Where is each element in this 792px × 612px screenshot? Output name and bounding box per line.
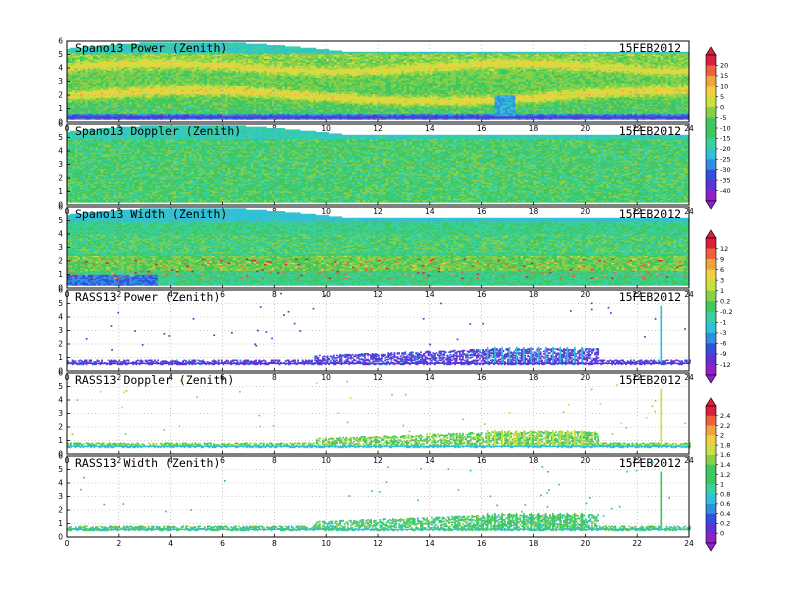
panel-1: 0246810121416182022240123456Spano13 Powe… — [58, 37, 694, 133]
heatmap-cell — [248, 44, 251, 46]
heatmap-cell — [235, 42, 238, 44]
heatmap-cell — [269, 45, 272, 47]
heatmap-cell — [259, 44, 262, 46]
heatmap-cell — [230, 42, 233, 44]
heatmap-cell — [267, 45, 270, 47]
heatmap-cell — [70, 48, 73, 50]
heatmap-cell — [243, 42, 246, 44]
heatmap-cell — [246, 44, 249, 46]
heatmap-cell — [238, 42, 241, 44]
heatmap-cell — [251, 44, 254, 46]
panels-group: 0246810121416182022240123456Spano13 Powe… — [58, 37, 694, 548]
heatmap-cell — [261, 44, 264, 46]
heatmap-cell — [228, 42, 231, 44]
heatmap-cell — [256, 44, 259, 46]
heatmap-cell — [274, 45, 277, 47]
heatmap-cell — [254, 44, 257, 46]
heatmap-cell — [277, 45, 280, 47]
heatmap-cell — [241, 42, 244, 44]
heatmap-cell — [264, 44, 267, 46]
heatmap-cell — [233, 42, 236, 44]
